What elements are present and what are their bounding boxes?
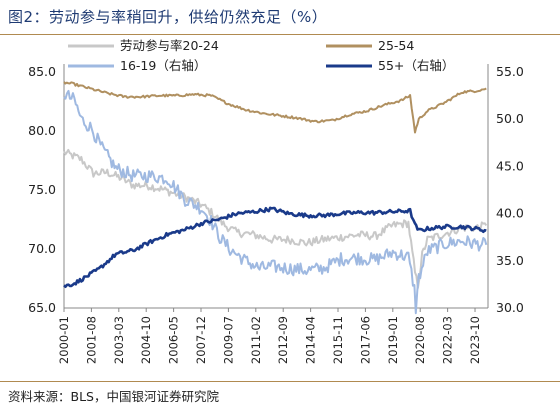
x-tick-label: 2020-08 (413, 316, 427, 364)
legend-label: 25-54 (378, 38, 414, 53)
legend: 劳动参与率20-24 25-54 16-19（右轴） 55+（右轴） (68, 38, 454, 73)
y-right-tick-label: 40.0 (496, 206, 524, 221)
y-right-tick-label: 50.0 (496, 111, 524, 126)
title-rule (0, 34, 560, 35)
legend-label: 劳动参与率20-24 (120, 38, 219, 53)
y-right-tick-label: 35.0 (496, 253, 524, 268)
plot-area (63, 64, 489, 315)
y-left-tick-label: 75.0 (28, 182, 56, 197)
figure-title: 图2：劳动参与率稍回升，供给仍然充足（%） (8, 8, 328, 26)
x-tick-label: 2007-12 (194, 316, 208, 364)
x-tick-label: 2001-08 (84, 316, 98, 364)
x-tick-label: 2011-02 (249, 316, 263, 364)
x-tick-label: 2004-10 (139, 316, 153, 364)
x-tick-label: 2000-01 (57, 316, 71, 364)
y-right-tick-label: 45.0 (496, 158, 524, 173)
legend-label: 55+（右轴） (378, 58, 454, 73)
y-left-tick-label: 85.0 (28, 64, 56, 79)
x-tick-label: 2022-03 (441, 316, 455, 364)
y-left-tick-label: 65.0 (28, 300, 56, 315)
y-right-tick-label: 55.0 (496, 64, 524, 79)
series-line-3 (63, 206, 487, 288)
x-tick-label: 2019-01 (386, 316, 400, 364)
x-tick-label: 2023-10 (468, 316, 482, 364)
series-line-0 (63, 148, 488, 289)
y-right-tick-label: 30.0 (496, 300, 524, 315)
series-line-2 (63, 89, 488, 315)
x-tick-label: 2017-06 (358, 316, 372, 364)
legend-label: 16-19（右轴） (120, 58, 206, 73)
line-chart: 65.0 70.0 75.0 80.0 85.0 30.0 35.0 40.0 45.0 50.0… (28, 38, 524, 364)
x-tick-label: 2006-05 (167, 316, 181, 364)
x-tick-label: 2015-11 (331, 316, 345, 364)
series-line-1 (63, 81, 487, 134)
x-tick-label: 2009-07 (221, 316, 235, 364)
source-note: 资料来源：BLS，中国银河证券研究院 (8, 389, 219, 404)
x-tick-label: 2012-09 (276, 316, 290, 364)
y-left-tick-label: 70.0 (28, 241, 56, 256)
y-left-tick-label: 80.0 (28, 123, 56, 138)
axis-ticks: 65.0 70.0 75.0 80.0 85.0 30.0 35.0 40.0 45.0 50.0… (28, 64, 524, 364)
x-tick-label: 2003-03 (112, 316, 126, 364)
x-tick-label: 2014-04 (304, 316, 318, 364)
bottom-rule (0, 381, 560, 382)
